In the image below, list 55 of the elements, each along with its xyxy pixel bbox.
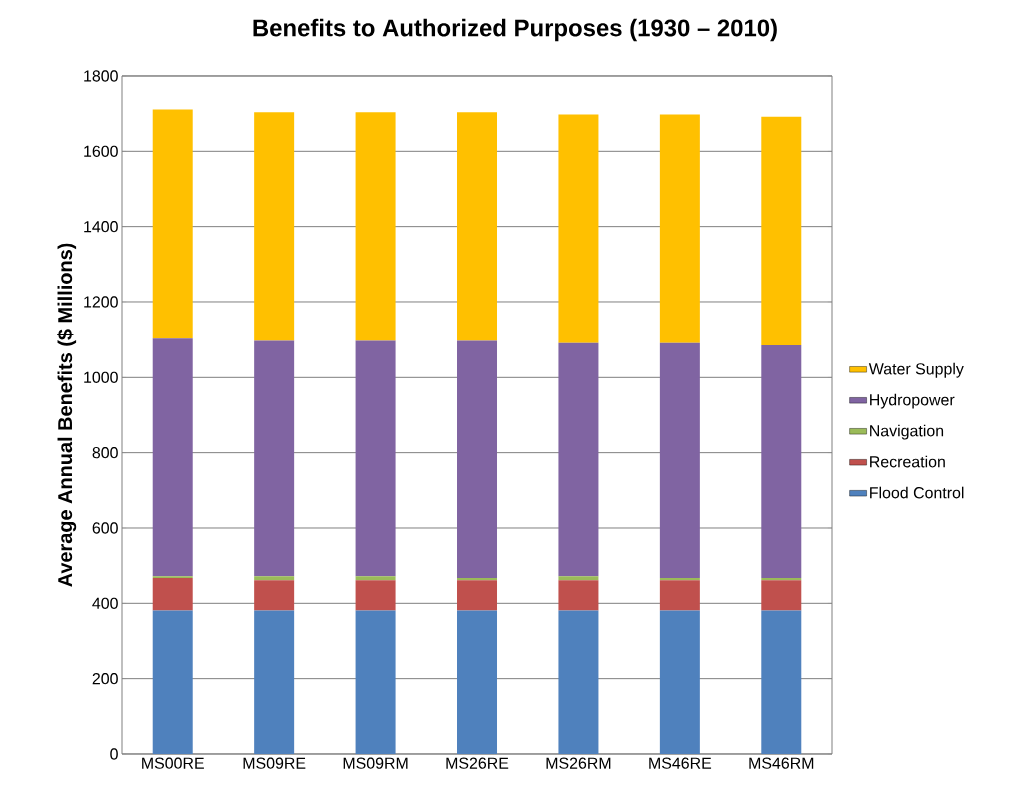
bar xyxy=(152,109,193,339)
bar xyxy=(152,578,193,611)
bar xyxy=(761,344,802,579)
bar xyxy=(254,580,295,611)
bar xyxy=(457,340,498,579)
bar xyxy=(457,610,498,754)
y-tick-label: 1200 xyxy=(84,296,118,308)
bar xyxy=(457,580,498,611)
bar xyxy=(761,580,802,611)
x-tick-label: MS46RM xyxy=(749,757,814,769)
x-tick-label: MS00RE xyxy=(142,757,204,769)
bar xyxy=(355,112,396,341)
x-tick-label: MS46RE xyxy=(649,757,712,769)
chart-title: Benefits to Authorized Purposes (1930 – 2010) xyxy=(253,18,777,42)
y-tick-label: 800 xyxy=(92,447,118,459)
bar xyxy=(761,116,802,345)
x-tick-label: MS26RE xyxy=(446,757,509,769)
bar xyxy=(659,580,700,611)
legend-label: Water Supply xyxy=(868,362,964,378)
bar xyxy=(254,340,295,577)
y-tick-label: 1800 xyxy=(84,70,118,82)
y-tick-label: 400 xyxy=(92,597,118,609)
y-tick-label: 1600 xyxy=(84,145,118,157)
bar xyxy=(254,576,295,581)
bar xyxy=(659,114,700,343)
bar xyxy=(558,114,599,343)
legend-label: Recreation xyxy=(870,455,945,468)
y-tick-label: 600 xyxy=(92,522,118,534)
legend-label: Flood Control xyxy=(870,486,964,499)
y-tick-label: 0 xyxy=(110,748,118,760)
bar xyxy=(355,580,396,611)
legend-label: Navigation xyxy=(870,424,944,440)
bar xyxy=(659,342,700,579)
bar xyxy=(254,610,295,754)
bar xyxy=(355,340,396,577)
bar xyxy=(254,112,295,341)
y-tick-label: 1400 xyxy=(84,221,118,233)
y-axis-title: Average Annual Benefits ($ Millions) xyxy=(57,243,77,587)
x-tick-label: MS09RM xyxy=(343,757,408,769)
bar xyxy=(152,338,193,577)
bar xyxy=(152,610,193,754)
bar xyxy=(457,112,498,341)
bar xyxy=(558,342,599,577)
bar xyxy=(355,610,396,754)
x-tick-label: MS09RE xyxy=(243,757,306,769)
x-tick-label: MS26RM xyxy=(546,757,611,769)
y-tick-label: 200 xyxy=(92,673,118,685)
bar xyxy=(558,580,599,611)
bar xyxy=(761,610,802,754)
y-tick-label: 1000 xyxy=(84,371,118,383)
bar xyxy=(659,610,700,754)
legend-label: Hydropower xyxy=(870,393,955,409)
bar xyxy=(558,576,599,581)
bar xyxy=(355,576,396,581)
bar xyxy=(558,610,599,754)
